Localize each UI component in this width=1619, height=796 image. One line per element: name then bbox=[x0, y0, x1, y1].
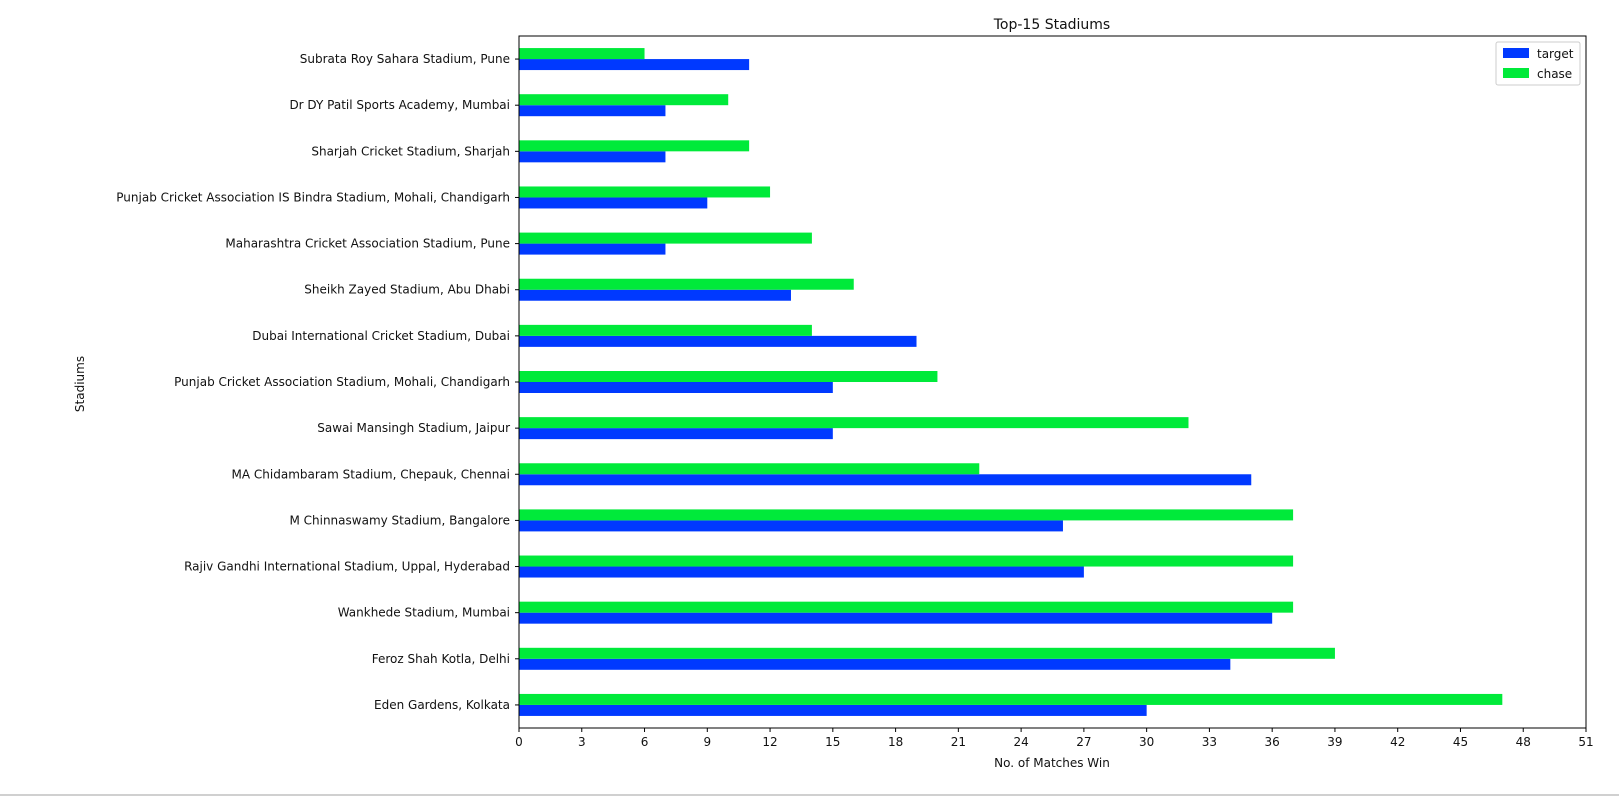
bar-chase-8 bbox=[519, 324, 812, 336]
bar-chase-12 bbox=[519, 140, 750, 152]
x-tick-label-0: 0 bbox=[515, 735, 523, 749]
y-tick-label-4: M Chinnaswamy Stadium, Bangalore bbox=[289, 513, 510, 527]
legend-swatch-target bbox=[1503, 48, 1529, 58]
y-tick-label-9: Sheikh Zayed Stadium, Abu Dhabi bbox=[304, 283, 510, 297]
x-tick-label-2: 6 bbox=[641, 735, 649, 749]
y-tick-label-14: Subrata Roy Sahara Stadium, Pune bbox=[300, 52, 510, 66]
legend: target chase bbox=[1495, 41, 1581, 86]
x-tick-label-6: 18 bbox=[888, 735, 903, 749]
y-tick-label-2: Wankhede Stadium, Mumbai bbox=[338, 606, 510, 620]
x-tick-label-9: 27 bbox=[1076, 735, 1091, 749]
bar-target-10 bbox=[519, 243, 666, 255]
bar-target-8 bbox=[519, 335, 917, 347]
y-tick-label-10: Maharashtra Cricket Association Stadium,… bbox=[225, 237, 510, 251]
x-tick-label-15: 45 bbox=[1453, 735, 1468, 749]
x-tick-label-13: 39 bbox=[1327, 735, 1342, 749]
y-tick-label-12: Sharjah Cricket Stadium, Sharjah bbox=[311, 144, 510, 158]
y-axis-label: Stadiums bbox=[73, 356, 87, 412]
bar-chase-10 bbox=[519, 232, 812, 244]
bar-chase-5 bbox=[519, 463, 980, 475]
bar-chase-14 bbox=[519, 48, 645, 60]
x-tick-label-8: 24 bbox=[1013, 735, 1028, 749]
x-tick-label-4: 12 bbox=[762, 735, 777, 749]
bar-chase-13 bbox=[519, 94, 729, 106]
y-tick-label-11: Punjab Cricket Association IS Bindra Sta… bbox=[116, 190, 510, 204]
y-tick-label-0: Eden Gardens, Kolkata bbox=[374, 698, 510, 712]
bar-chase-2 bbox=[519, 601, 1294, 613]
x-tick-label-14: 42 bbox=[1390, 735, 1405, 749]
bar-target-1 bbox=[519, 658, 1231, 670]
bar-chase-4 bbox=[519, 509, 1294, 521]
x-tick-label-5: 15 bbox=[825, 735, 840, 749]
y-tick-label-7: Punjab Cricket Association Stadium, Moha… bbox=[174, 375, 510, 389]
bar-target-2 bbox=[519, 612, 1273, 624]
x-tick-label-7: 21 bbox=[951, 735, 966, 749]
y-axis: Eden Gardens, Kolkata Feroz Shah Kotla, D… bbox=[116, 52, 519, 712]
bar-target-13 bbox=[519, 105, 666, 117]
legend-label-chase: chase bbox=[1537, 67, 1572, 81]
bar-target-6 bbox=[519, 428, 833, 440]
bar-target-14 bbox=[519, 59, 750, 71]
bars-layer bbox=[519, 48, 1503, 716]
x-tick-label-10: 30 bbox=[1139, 735, 1154, 749]
bar-chase-7 bbox=[519, 371, 938, 382]
bar-chase-6 bbox=[519, 417, 1189, 429]
bar-target-3 bbox=[519, 566, 1084, 578]
bar-target-11 bbox=[519, 197, 708, 209]
x-tick-label-3: 9 bbox=[703, 735, 711, 749]
bottom-divider bbox=[0, 794, 1619, 796]
y-tick-label-1: Feroz Shah Kotla, Delhi bbox=[372, 652, 510, 666]
x-tick-label-1: 3 bbox=[578, 735, 586, 749]
bar-target-5 bbox=[519, 474, 1252, 486]
bar-target-4 bbox=[519, 520, 1063, 532]
bar-target-9 bbox=[519, 289, 791, 301]
bar-target-7 bbox=[519, 382, 833, 393]
bar-chase-9 bbox=[519, 278, 854, 290]
y-tick-label-6: Sawai Mansingh Stadium, Jaipur bbox=[317, 421, 510, 435]
bar-target-12 bbox=[519, 151, 666, 163]
y-tick-label-3: Rajiv Gandhi International Stadium, Uppa… bbox=[184, 560, 510, 574]
y-tick-label-5: MA Chidambaram Stadium, Chepauk, Chennai bbox=[232, 467, 510, 481]
y-tick-label-8: Dubai International Cricket Stadium, Dub… bbox=[252, 329, 510, 343]
y-tick-label-13: Dr DY Patil Sports Academy, Mumbai bbox=[289, 98, 510, 112]
legend-label-target: target bbox=[1537, 47, 1574, 61]
x-axis: 0 3 6 9 12 15 18 21 24 27 30 33 36 39 42 45 48 51 bbox=[515, 728, 1594, 749]
bar-chase-3 bbox=[519, 555, 1294, 567]
x-tick-label-16: 48 bbox=[1516, 735, 1531, 749]
x-tick-label-11: 33 bbox=[1202, 735, 1217, 749]
x-axis-label: No. of Matches Win bbox=[994, 756, 1110, 770]
bar-target-0 bbox=[519, 704, 1147, 716]
legend-swatch-chase bbox=[1503, 68, 1529, 78]
bar-chase-11 bbox=[519, 186, 771, 198]
chart-title: Top-15 Stadiums bbox=[993, 17, 1110, 33]
bar-chase-0 bbox=[519, 693, 1503, 705]
x-tick-label-17: 51 bbox=[1578, 735, 1593, 749]
bar-chase-1 bbox=[519, 647, 1335, 659]
x-tick-label-12: 36 bbox=[1265, 735, 1280, 749]
